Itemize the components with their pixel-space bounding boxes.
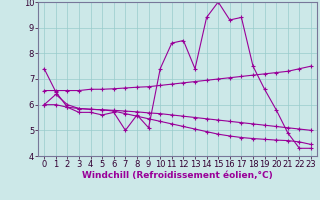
X-axis label: Windchill (Refroidissement éolien,°C): Windchill (Refroidissement éolien,°C)	[82, 171, 273, 180]
